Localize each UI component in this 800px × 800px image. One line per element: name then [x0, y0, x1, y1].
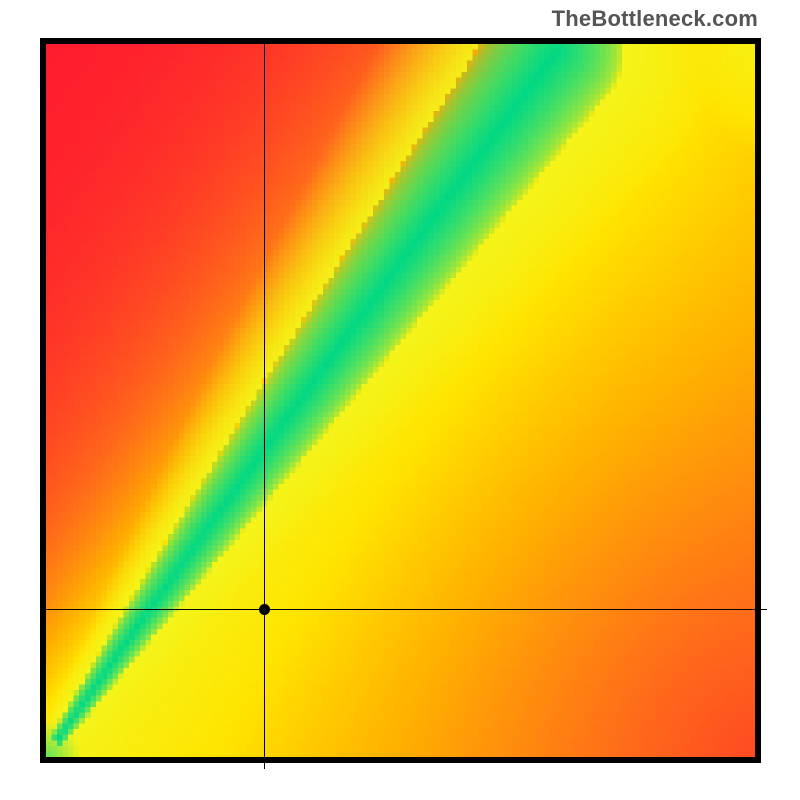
crosshair-vertical [264, 44, 265, 769]
crosshair-horizontal [46, 609, 767, 610]
heatmap-plot [40, 38, 761, 763]
chart-container: { "attribution": { "text": "TheBottlenec… [0, 0, 800, 800]
attribution-text: TheBottleneck.com [552, 6, 758, 32]
heatmap-canvas [46, 44, 755, 757]
crosshair-dot [259, 604, 270, 615]
